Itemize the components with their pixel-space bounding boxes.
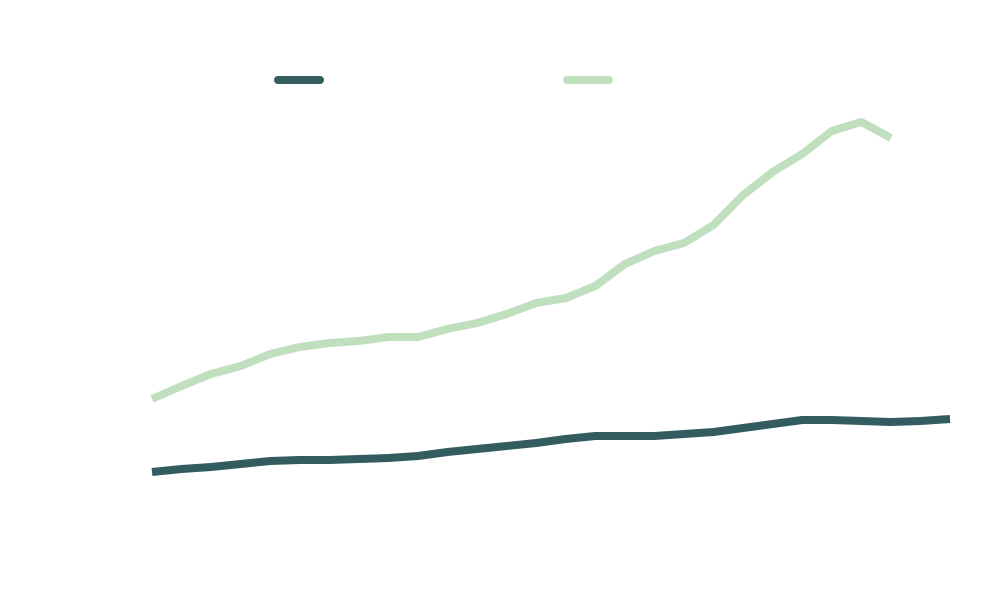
series-line <box>151 415 951 476</box>
series-line <box>150 118 893 403</box>
